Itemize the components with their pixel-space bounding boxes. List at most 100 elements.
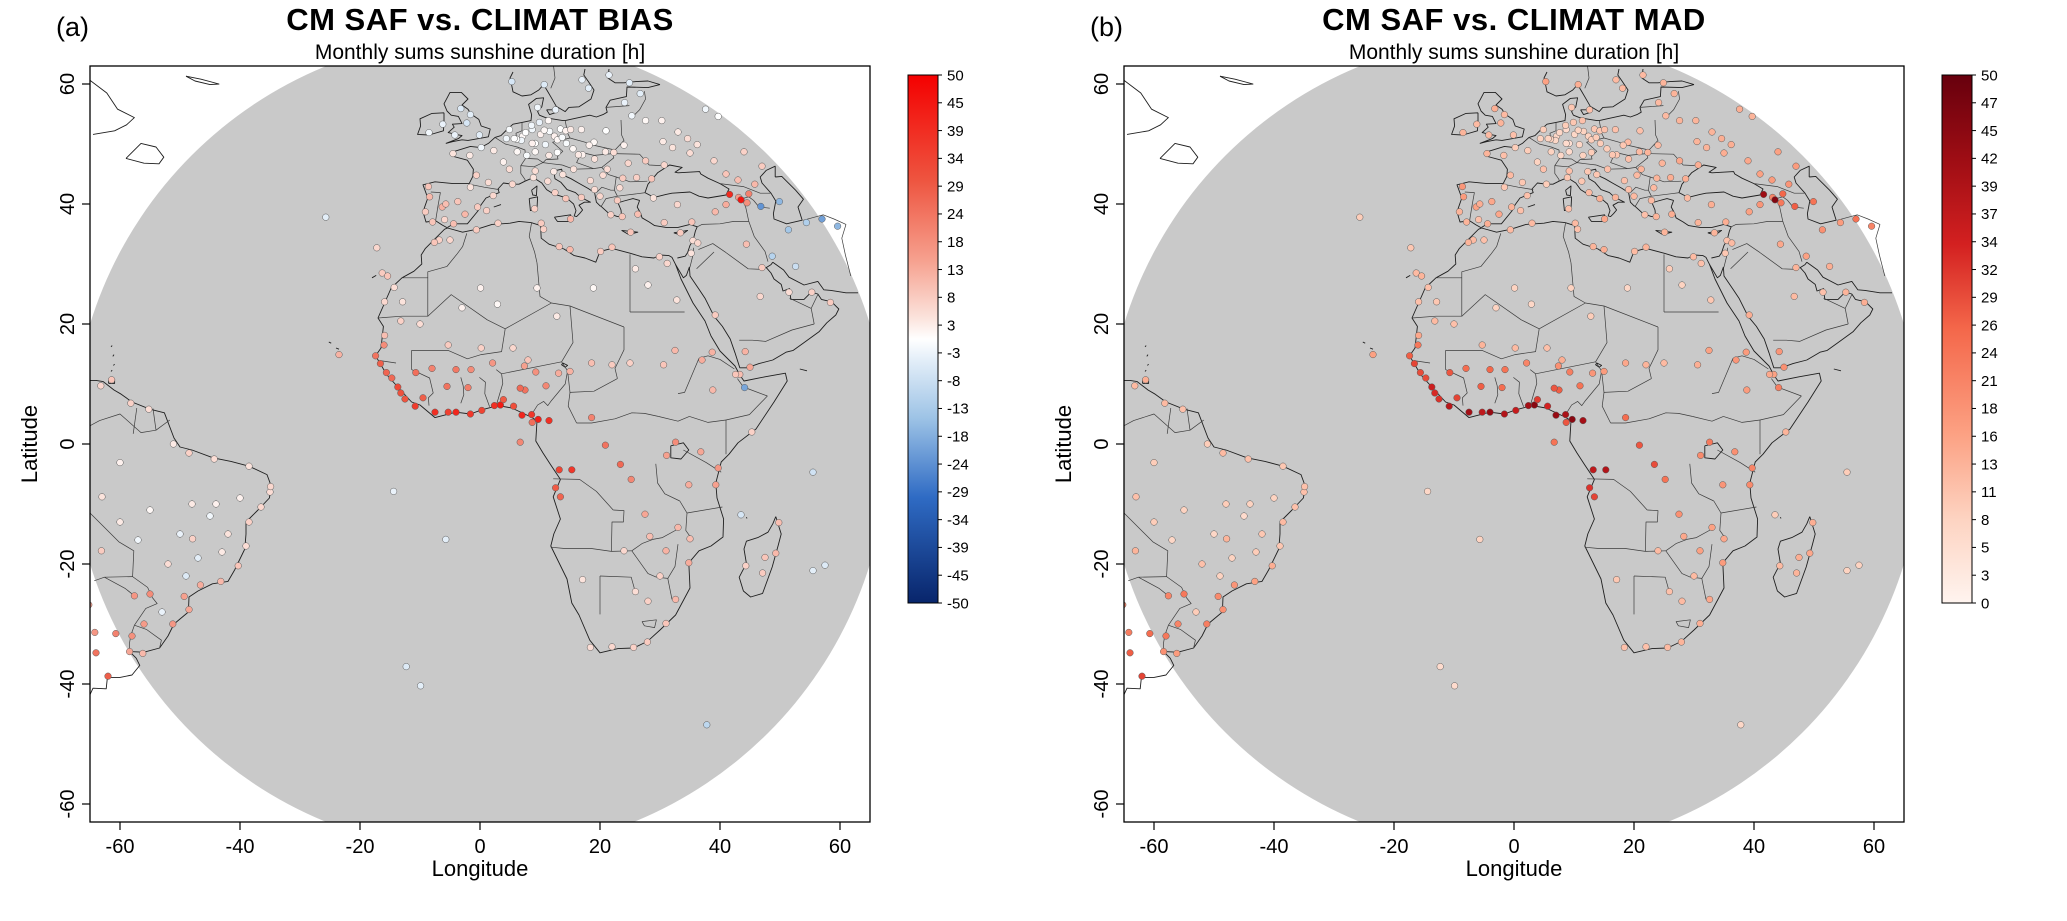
station-dot	[1613, 576, 1621, 584]
station-dot	[631, 265, 639, 273]
country-border	[1503, 183, 1534, 190]
station-dot	[686, 149, 694, 157]
country-border	[1186, 408, 1191, 431]
station-dot	[1459, 129, 1467, 137]
coastline	[1565, 185, 1572, 197]
colorbar-tick-label: -39	[947, 540, 969, 557]
station-dot	[1766, 370, 1774, 378]
station-dot	[1476, 535, 1484, 543]
station-dot	[1485, 131, 1493, 139]
station-dot	[116, 459, 124, 467]
country-border	[803, 214, 847, 225]
station-dot	[1782, 428, 1790, 436]
x-axis-label-bias: Longitude	[431, 856, 529, 881]
station-dot	[694, 239, 702, 247]
country-border	[1732, 243, 1761, 253]
station-dot	[1557, 151, 1565, 159]
station-dot	[1150, 459, 1158, 467]
station-dot	[1694, 219, 1702, 227]
station-dot	[758, 162, 766, 170]
country-border	[1539, 302, 1586, 330]
country-border	[1701, 578, 1707, 600]
coastline	[1678, 164, 1764, 199]
station-dot	[660, 361, 668, 369]
station-dot	[569, 145, 577, 153]
station-dot	[1793, 569, 1801, 577]
station-dot	[808, 288, 816, 296]
station-dot	[452, 366, 460, 374]
station-dot	[1802, 252, 1810, 260]
station-dot	[1500, 183, 1508, 191]
x-axis-tick-label: 0	[1508, 836, 1519, 858]
coastline	[799, 368, 808, 372]
station-dot	[194, 554, 202, 562]
country-border	[1529, 369, 1538, 406]
station-dot	[628, 112, 636, 120]
station-dot	[531, 148, 539, 156]
station-dot	[775, 519, 783, 527]
station-dot	[126, 648, 134, 656]
station-dot	[709, 386, 717, 394]
colorbar	[907, 74, 939, 604]
colorbar-tick-label: -29	[947, 484, 969, 501]
country-border	[1535, 361, 1596, 375]
station-dot	[567, 215, 575, 223]
x-axis-tick-label: -60	[106, 836, 135, 858]
station-dot	[128, 632, 136, 640]
country-border	[677, 358, 700, 394]
y-axis-tick-label: -60	[1091, 790, 1113, 819]
station-dot	[1455, 208, 1463, 216]
station-dot	[467, 366, 475, 374]
station-dot	[698, 356, 706, 364]
station-dot	[1775, 348, 1783, 356]
station-dot	[1836, 219, 1844, 227]
station-dot	[676, 229, 684, 237]
station-dot	[1270, 494, 1278, 502]
country-border	[810, 294, 819, 309]
station-dot	[1276, 542, 1284, 550]
station-dot	[1542, 180, 1550, 188]
station-dot	[1511, 284, 1519, 292]
country-border	[1124, 413, 1205, 433]
coastline	[113, 363, 115, 366]
station-dot	[1126, 649, 1134, 657]
station-dot	[1593, 171, 1601, 179]
station-dot	[1678, 597, 1686, 605]
station-dot	[1642, 361, 1650, 369]
station-dot	[579, 576, 587, 584]
station-dot	[1173, 649, 1181, 657]
station-dot	[1222, 500, 1230, 508]
country-border	[611, 509, 625, 552]
station-dot	[1665, 265, 1673, 273]
station-dot	[439, 120, 447, 128]
station-dot	[588, 359, 596, 367]
coastline	[1543, 68, 1629, 113]
station-dot	[1771, 196, 1779, 204]
map-area	[1124, 66, 1904, 822]
coastline	[772, 261, 858, 294]
coastline	[688, 261, 840, 369]
y-axis-tick-label: 0	[1091, 438, 1113, 449]
station-dot	[176, 530, 184, 538]
colorbar-tick-label: 29	[1981, 290, 1998, 307]
station-dot	[1676, 117, 1684, 125]
station-dot	[1219, 449, 1227, 457]
station-dot	[97, 382, 105, 390]
station-dot	[531, 167, 539, 175]
station-dot	[1550, 384, 1558, 392]
station-dot	[1484, 220, 1492, 228]
station-dot	[591, 186, 599, 194]
station-dot	[1246, 500, 1254, 508]
station-dot	[674, 128, 682, 136]
country-border	[411, 369, 434, 406]
station-dot	[751, 180, 759, 188]
station-dot	[1410, 360, 1418, 368]
colorbar-tick-label: -34	[947, 512, 969, 529]
station-dot	[1198, 560, 1206, 568]
station-dot	[474, 203, 482, 211]
colorbar-tick-label: 11	[1981, 484, 1997, 501]
station-dot	[1748, 464, 1756, 472]
station-dot	[1608, 151, 1616, 159]
station-dot	[1742, 348, 1750, 356]
